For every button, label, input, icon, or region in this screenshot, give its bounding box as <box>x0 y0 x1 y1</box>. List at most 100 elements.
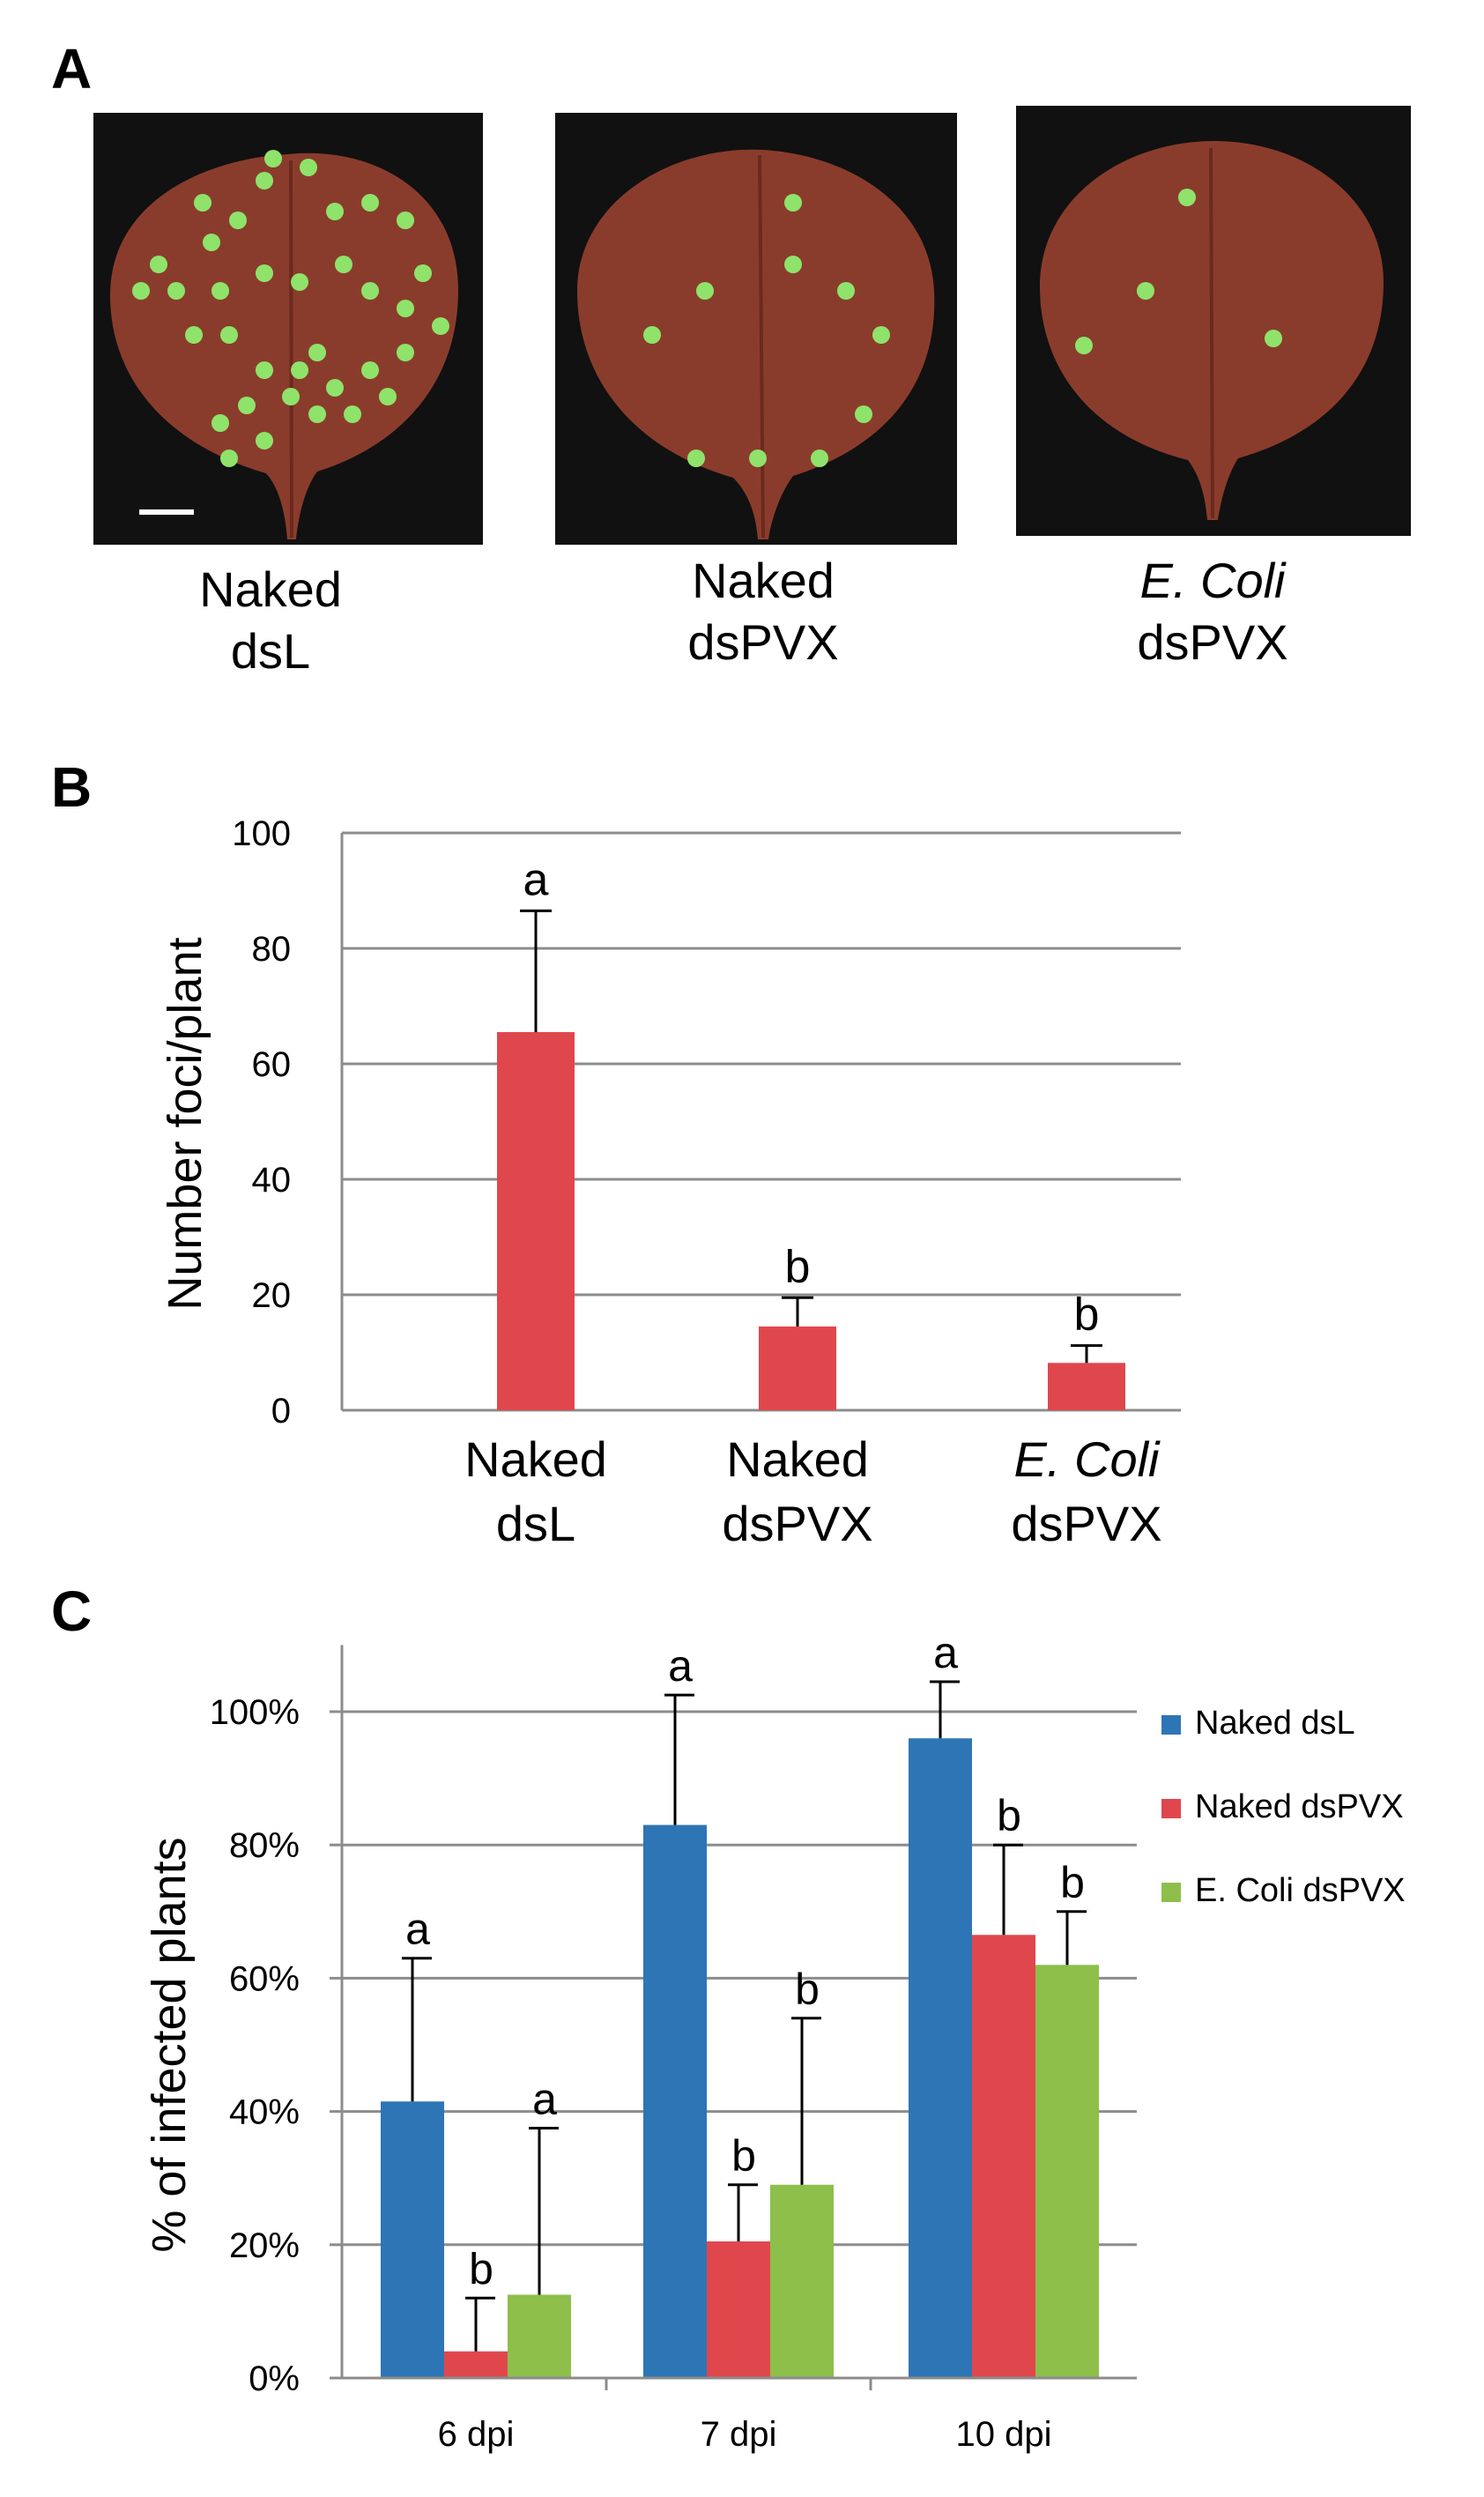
legend-swatch <box>1161 1715 1181 1735</box>
infection-focus <box>167 282 185 300</box>
significance-letter: b <box>785 1241 811 1292</box>
y-tick-label: 20% <box>229 2226 300 2265</box>
infection-focus <box>432 317 449 335</box>
infection-focus <box>203 234 220 251</box>
bar-naked-dspvx-0 <box>444 2351 508 2378</box>
infection-focus <box>220 450 238 467</box>
bar-naked-dspvx-1 <box>707 2241 770 2378</box>
significance-letter: b <box>1060 1858 1085 1907</box>
infection-focus <box>185 326 203 344</box>
infection-focus <box>361 361 379 379</box>
scale-bar <box>139 509 194 515</box>
infection-focus <box>397 344 414 361</box>
infection-focus <box>1265 330 1282 347</box>
leaf-label-naked-dspvx-line1: Naked <box>692 553 835 608</box>
significance-letter: b <box>731 2131 756 2181</box>
infection-focus <box>300 159 317 176</box>
infection-focus <box>264 150 282 167</box>
bar-naked-dsl-1 <box>643 1824 707 2378</box>
infection-focus <box>872 326 890 344</box>
infection-focus <box>361 194 379 212</box>
bar-e-coli-dspvx-2 <box>1035 1965 1099 2378</box>
y-tick-label: 20 <box>252 1276 292 1315</box>
infection-foci <box>1075 189 1282 354</box>
leaf-label-ecoli-dspvx-line1: E. Coli <box>1140 553 1287 608</box>
legend-label: E. Coli dsPVX <box>1195 1872 1406 1909</box>
bar-0 <box>497 1031 575 1410</box>
x-tick-label-line1: Naked <box>726 1431 869 1487</box>
x-tick-label-line2: dsL <box>496 1496 575 1551</box>
bar-naked-dsl-2 <box>909 1738 972 2378</box>
leaf-shape <box>110 152 458 540</box>
x-tick-label-line1: E. Coli <box>1014 1431 1161 1487</box>
infection-focus <box>291 361 308 379</box>
bar-naked-dsl-0 <box>381 2101 444 2378</box>
significance-letter: a <box>532 2075 557 2124</box>
infection-focus <box>326 379 344 397</box>
panel-b-label: B <box>51 755 92 819</box>
infection-focus <box>308 405 326 423</box>
infection-foci <box>132 150 449 467</box>
y-axis-label: Number foci/plant <box>159 937 211 1310</box>
panel-c-label: C <box>51 1579 92 1643</box>
infection-focus <box>361 282 379 300</box>
infection-focus <box>414 264 432 282</box>
significance-letter: b <box>1074 1289 1100 1341</box>
infection-focus <box>687 450 705 467</box>
infection-focus <box>397 300 414 317</box>
leaf-vein <box>758 154 765 539</box>
y-tick-label: 80% <box>229 1826 300 1865</box>
infection-focus <box>344 405 361 423</box>
x-tick-label-line2: dsPVX <box>722 1496 872 1551</box>
infection-focus <box>282 388 300 405</box>
leaf-image-ecoli-dspvx <box>1016 106 1411 536</box>
y-axis-label: % of infected plants <box>143 1837 196 2252</box>
significance-letter: b <box>997 1791 1021 1840</box>
infection-focus <box>696 282 714 300</box>
infection-focus <box>1178 189 1196 206</box>
x-tick-label: 7 dpi <box>701 2415 777 2454</box>
significance-letter: b <box>795 1965 820 2014</box>
bar-naked-dspvx-2 <box>972 1935 1035 2378</box>
bar-2 <box>1048 1363 1125 1410</box>
y-tick-label: 60% <box>229 1959 300 1998</box>
significance-letter: b <box>469 2244 493 2293</box>
infection-focus <box>211 414 229 432</box>
infection-focus <box>811 450 828 467</box>
leaf-label-naked-dspvx-line2: dsPVX <box>687 614 838 670</box>
y-tick-label: 0 <box>271 1392 291 1431</box>
y-tick-label: 100% <box>210 1693 300 1732</box>
x-tick-label-line1: Naked <box>464 1431 607 1487</box>
leaf-vein <box>1209 147 1214 519</box>
legend-label: Naked dsL <box>1195 1705 1355 1742</box>
infection-focus <box>211 282 229 300</box>
y-tick-label: 40 <box>252 1161 292 1200</box>
infection-focus <box>220 326 238 344</box>
infection-focus <box>749 450 767 467</box>
leaf-image-naked-dsl <box>93 113 483 545</box>
legend-label: Naked dsPVX <box>1195 1788 1404 1825</box>
legend-swatch <box>1161 1883 1181 1902</box>
infection-focus <box>784 194 802 212</box>
infection-focus <box>1075 337 1093 354</box>
y-tick-label: 40% <box>229 2093 300 2132</box>
infection-focus <box>229 212 247 229</box>
bar-e-coli-dspvx-1 <box>770 2184 834 2378</box>
leaf-label-naked-dsl-line1: Naked <box>199 561 342 617</box>
leaf-label-ecoli-dspvx-line2: dsPVX <box>1137 614 1287 670</box>
y-tick-label: 60 <box>252 1045 292 1084</box>
infection-foci <box>643 194 890 467</box>
infection-focus <box>256 361 273 379</box>
legend-swatch <box>1161 1799 1181 1818</box>
y-tick-label: 80 <box>252 930 292 969</box>
infection-focus <box>256 264 273 282</box>
chart-c: 0% 20% 40% 60% 80% 100% % of infected plants 6 … <box>143 1628 1406 2454</box>
infection-focus <box>1137 282 1154 300</box>
significance-letter: a <box>405 1905 430 1954</box>
panel-a-label: A <box>51 37 92 100</box>
infection-focus <box>855 405 872 423</box>
bar-1 <box>759 1327 836 1410</box>
infection-focus <box>256 432 273 450</box>
y-tick-label: 0% <box>249 2360 300 2398</box>
